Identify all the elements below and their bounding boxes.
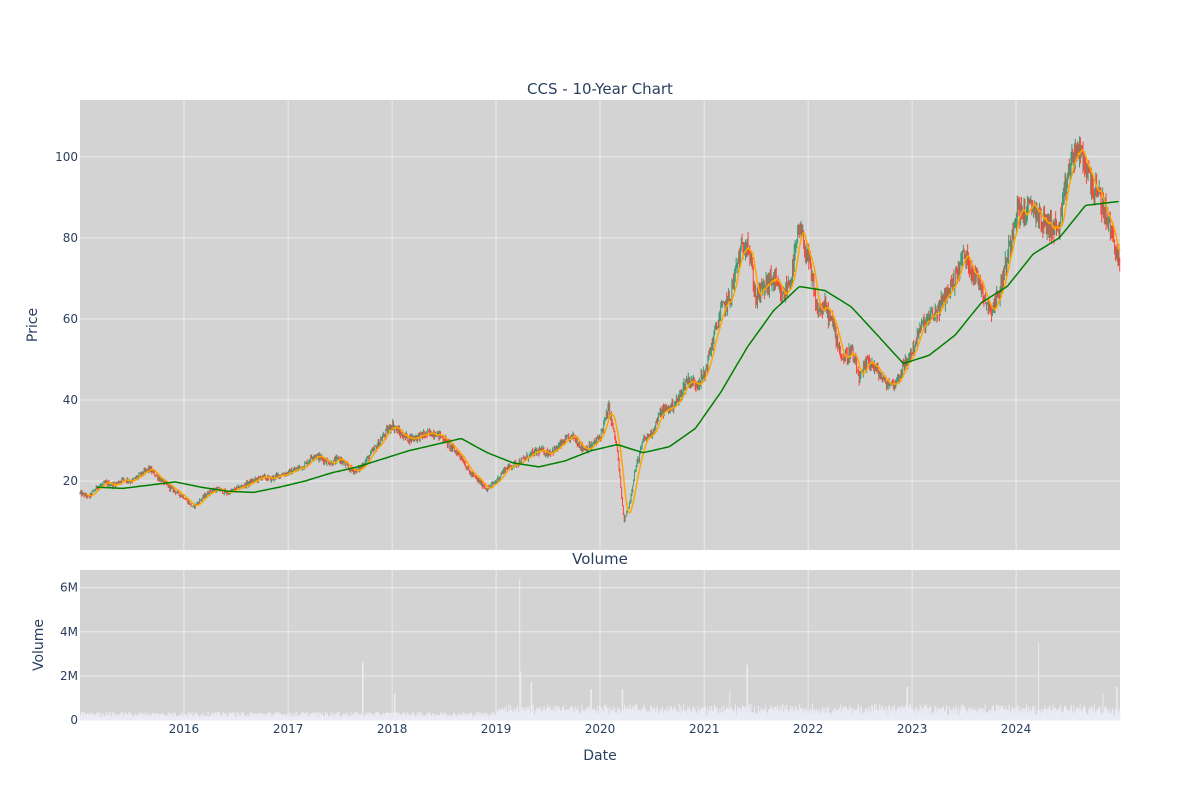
volume-y-tick-label: 0 [70,713,78,727]
x-tick-label: 2019 [481,722,512,736]
x-axis-ticks: 2016 2017 2018 2019 2020 2021 2022 2023 2024 [169,722,1032,736]
volume-y-tick-label: 4M [60,625,78,639]
price-y-tick-label: 100 [55,150,78,164]
price-y-ticks: 20 40 60 80 100 [55,150,78,488]
x-tick-label: 2022 [793,722,824,736]
price-y-tick-label: 20 [63,474,78,488]
chart-title: CCS - 10-Year Chart [527,80,673,98]
x-tick-label: 2017 [273,722,304,736]
price-gridlines [80,100,1120,550]
price-y-tick-label: 60 [63,312,78,326]
volume-y-tick-label: 6M [60,581,78,595]
moving-average-short-line [86,148,1121,514]
x-tick-label: 2018 [377,722,408,736]
x-tick-label: 2020 [585,722,616,736]
x-tick-label: 2016 [169,722,200,736]
volume-y-axis-title: Volume [31,619,47,671]
price-y-axis-title: Price [25,308,41,342]
x-tick-label: 2024 [1001,722,1032,736]
price-y-tick-label: 80 [63,231,78,245]
moving-average-long-line [96,200,1119,494]
volume-y-ticks: 0 2M 4M 6M [60,581,78,727]
volume-subplot-title: Volume [572,550,628,568]
volume-y-tick-label: 2M [60,669,78,683]
volume-bars [79,578,1121,720]
x-tick-label: 2023 [897,722,928,736]
x-axis-title: Date [583,748,616,764]
price-y-tick-label: 40 [63,393,78,407]
x-tick-label: 2021 [689,722,720,736]
price-moving-averages [86,148,1121,514]
